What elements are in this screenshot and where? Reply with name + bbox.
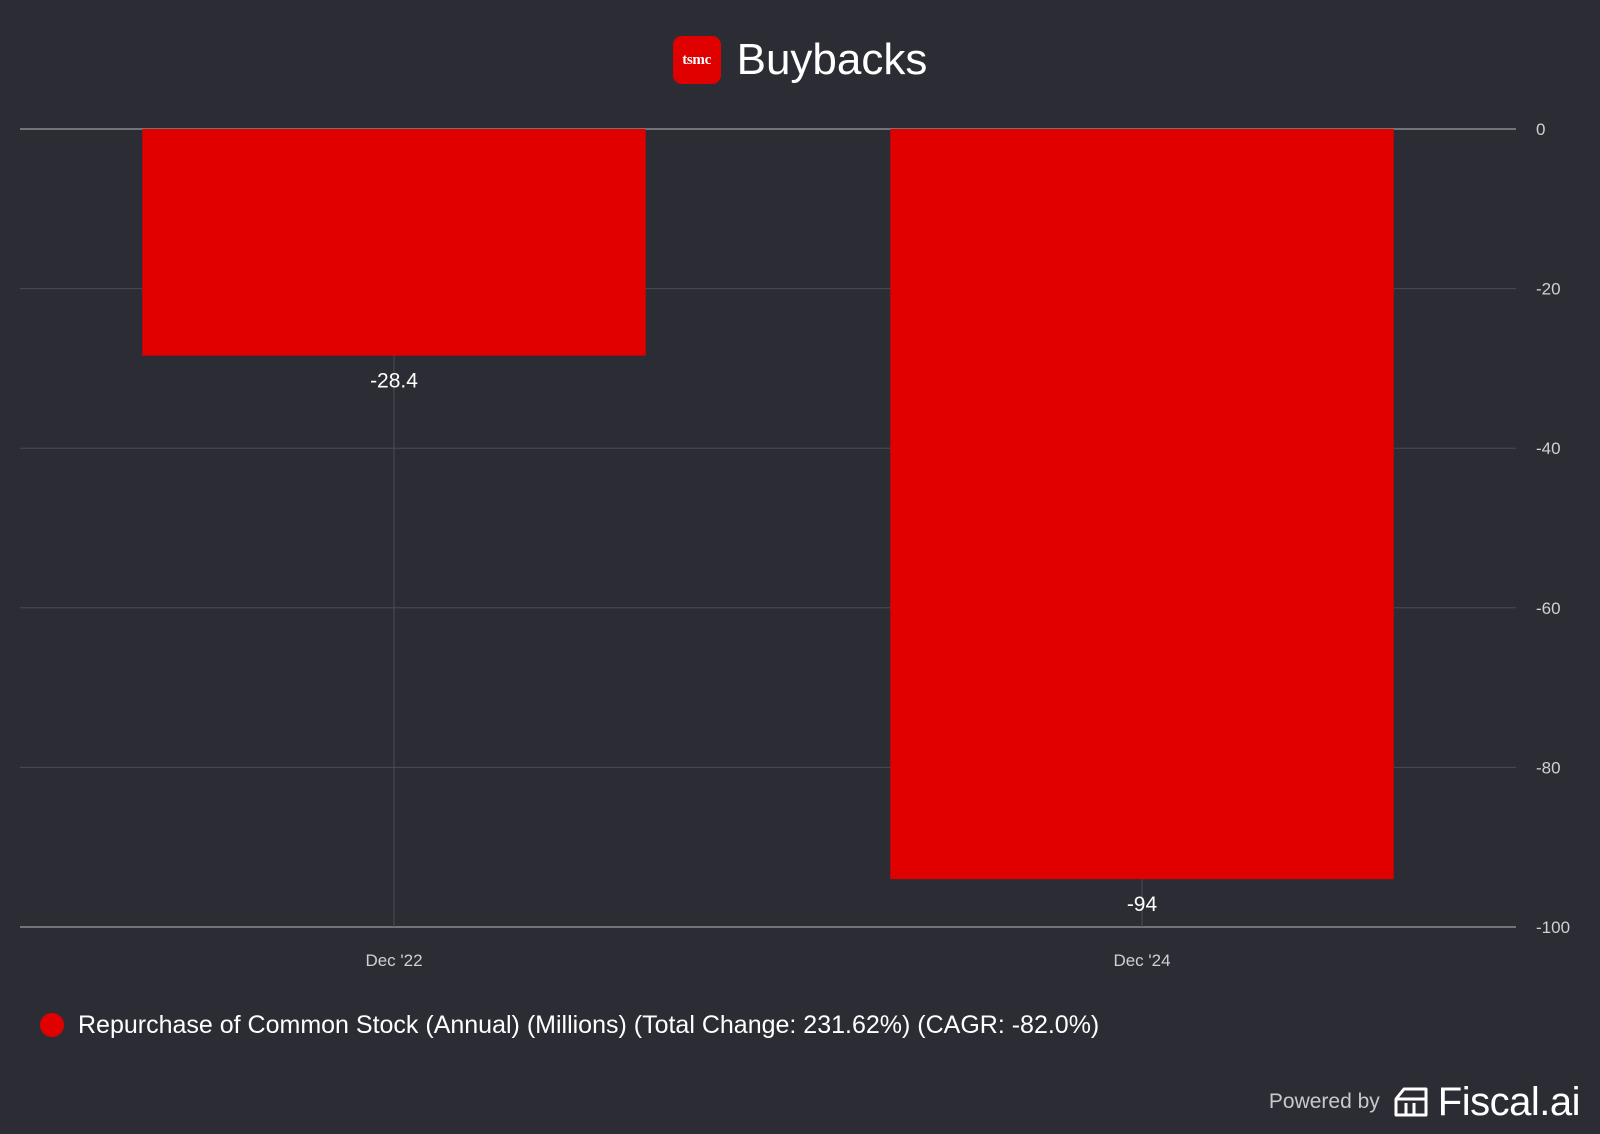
bar (142, 129, 646, 356)
y-tick-label: -40 (1536, 439, 1561, 458)
brand-name: Fiscal.ai (1437, 1079, 1581, 1124)
chart-header: tsmc Buybacks (0, 32, 1600, 88)
footer: Powered by Fiscal.ai (1268, 1079, 1581, 1124)
legend[interactable]: Repurchase of Common Stock (Annual) (Mil… (40, 1010, 1099, 1040)
legend-marker (40, 1013, 64, 1037)
data-label: -28.4 (370, 370, 418, 393)
data-label: -94 (1127, 893, 1158, 916)
data-labels: -28.4 -94 (370, 370, 1157, 916)
axes: 0 -20 -40 -60 -80 -100 Dec '22 Dec '24 (365, 120, 1570, 970)
y-tick-label: -60 (1536, 599, 1561, 618)
bar-chart: 0 -20 -40 -60 -80 -100 Dec '22 Dec '24 -28.4 -94 (20, 120, 1570, 970)
fiscal-ai-logo-icon (1394, 1087, 1428, 1117)
y-tick-label: 0 (1536, 120, 1545, 139)
x-tick-label: Dec '22 (365, 951, 422, 970)
x-tick-label: Dec '24 (1113, 951, 1170, 970)
tsmc-logo: tsmc (672, 36, 721, 84)
logo-text: tsmc (682, 51, 711, 68)
y-tick-label: -20 (1536, 280, 1561, 299)
chart-title: Buybacks (736, 35, 928, 84)
bar (890, 129, 1394, 880)
y-tick-label: -100 (1536, 918, 1570, 937)
powered-by-text: Powered by (1268, 1090, 1380, 1113)
y-tick-label: -80 (1536, 758, 1561, 777)
bars (142, 129, 1394, 880)
legend-label: Repurchase of Common Stock (Annual) (Mil… (78, 1010, 1100, 1039)
